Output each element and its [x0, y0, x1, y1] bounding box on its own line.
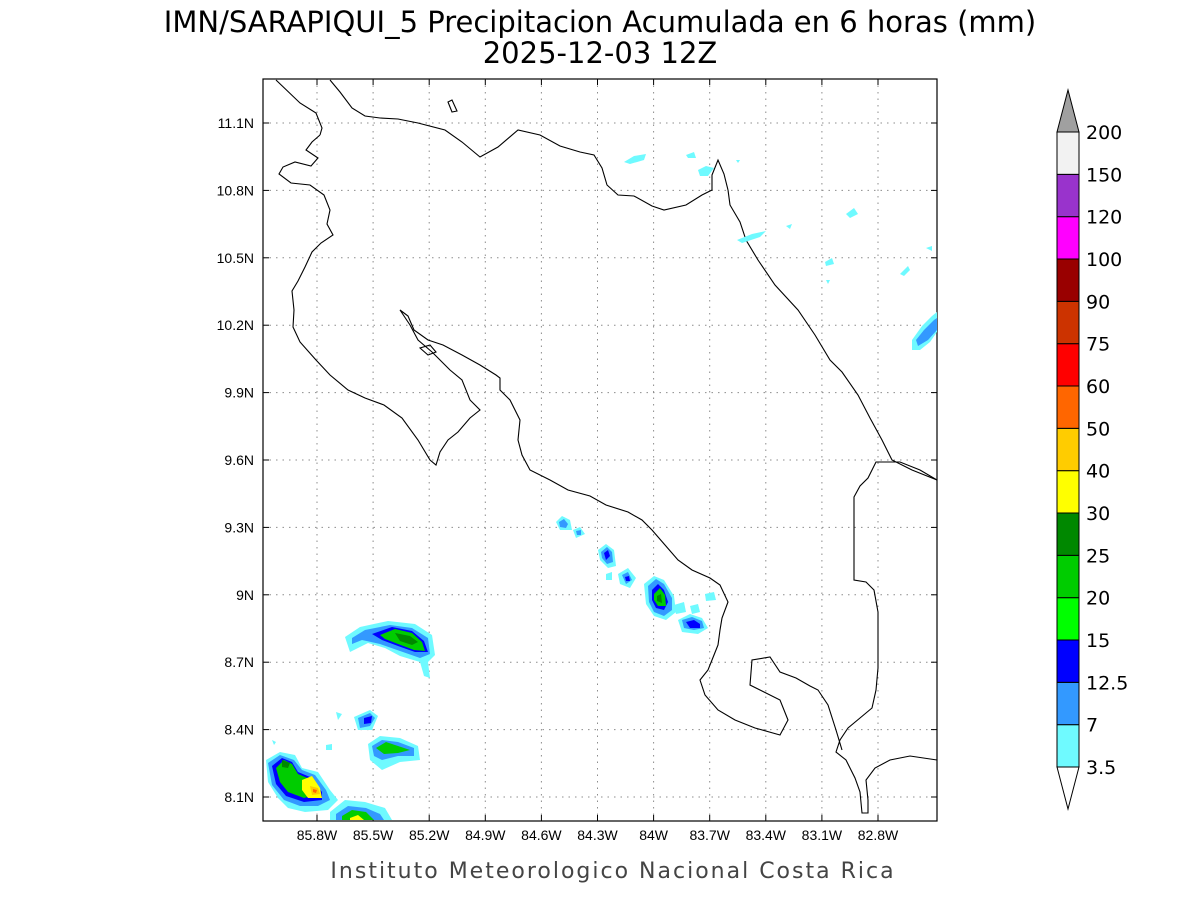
- lon-tick-label: 85.2W: [409, 827, 450, 843]
- colorbar-swatch: [1056, 216, 1080, 260]
- colorbar-level-label: 150: [1086, 164, 1122, 186]
- map-subtitle-date: 2025-12-03 12Z: [483, 36, 718, 70]
- precipitation-field: [266, 152, 937, 820]
- colorbar-level-label: 40: [1086, 461, 1110, 483]
- colorbar-level-label: 120: [1086, 207, 1122, 229]
- colorbar-level-label: 75: [1086, 334, 1110, 356]
- colorbar-swatch: [1056, 597, 1080, 641]
- lake-nicaragua-shore: [275, 79, 323, 136]
- lat-tick-label: 10.8N: [217, 182, 254, 198]
- latitude-labels: 11.1N 10.8N 10.5N 10.2N 9.9N 9.6N 9.3N 9N 8.7N 8.…: [217, 115, 254, 805]
- rain-cell-85-5w-8-0n: [330, 800, 392, 820]
- colorbar-swatch: [1056, 681, 1080, 726]
- lon-tick-label: 85.5W: [353, 827, 394, 843]
- colorbar-level-label: 15: [1086, 630, 1110, 652]
- graticule: [263, 79, 937, 821]
- rain-cell-85-8w-8-1n: [266, 740, 338, 812]
- lake-islet: [447, 99, 458, 113]
- colorbar-level-label: 50: [1086, 418, 1110, 440]
- lon-tick-label: 84.6W: [521, 827, 562, 843]
- lon-tick-label: 83.7W: [689, 827, 730, 843]
- colorbar-swatch: [1056, 258, 1080, 302]
- rain-cell-85-3w-8-3n: [326, 736, 420, 770]
- lon-tick-label: 84W: [639, 827, 669, 843]
- colorbar-level-label: 12.5: [1086, 672, 1128, 694]
- lat-tick-label: 9.3N: [224, 519, 254, 535]
- lat-tick-label: 11.1N: [218, 115, 254, 131]
- colorbar-swatch: [1056, 300, 1080, 345]
- colorbar-legend: 3.5 7 12.5 15 20 25 30 40 50 60 75 90 100 120 150 200: [1056, 88, 1128, 811]
- lat-tick-label: 10.5N: [217, 250, 254, 266]
- colorbar-swatch: [1056, 554, 1080, 599]
- map-frame: [262, 78, 938, 822]
- colorbar-swatch: [1056, 427, 1080, 472]
- colorbar-swatch: [1056, 343, 1080, 387]
- colorbar-swatch: [1056, 639, 1080, 683]
- panama-border: [835, 461, 938, 814]
- lon-tick-label: 83.1W: [802, 827, 843, 843]
- footer-credit: Instituto Meteorologico Nacional Costa R…: [330, 859, 895, 884]
- lat-tick-label: 9.9N: [224, 385, 254, 401]
- caribbean-coast: [727, 189, 938, 481]
- rain-cell-85-4w-8-4n: [336, 710, 378, 730]
- colorbar-level-label: 30: [1086, 503, 1110, 525]
- colorbar-swatch: [1056, 512, 1080, 556]
- lat-tick-label: 8.4N: [224, 722, 254, 738]
- lat-tick-label: 9N: [236, 587, 254, 603]
- colorbar-swatch: [1056, 724, 1080, 768]
- colorbar-level-label: 60: [1086, 376, 1110, 398]
- colorbar-swatch: [1056, 470, 1080, 514]
- gulf-island: [418, 344, 437, 356]
- lon-tick-label: 82.8W: [858, 827, 899, 843]
- colorbar-level-label: 7: [1086, 715, 1098, 737]
- lat-tick-label: 9.6N: [224, 452, 254, 468]
- coastline-and-borders: [275, 79, 938, 814]
- lon-tick-label: 84.9W: [465, 827, 506, 843]
- colorbar-over-arrow: [1056, 88, 1080, 133]
- lat-tick-label: 8.1N: [224, 789, 254, 805]
- colorbar-swatch: [1056, 131, 1080, 175]
- lat-tick-label: 10.2N: [217, 317, 254, 333]
- colorbar-level-label: 3.5: [1086, 757, 1116, 779]
- colorbar-under-arrow: [1056, 766, 1080, 811]
- longitude-labels: 85.8W 85.5W 85.2W 84.9W 84.6W 84.3W 84W 83.7W 83…: [297, 827, 899, 843]
- lat-tick-label: 8.7N: [224, 654, 254, 670]
- rain-cells-84-2w-9-2n: [556, 516, 636, 588]
- colorbar-level-label: 25: [1086, 545, 1110, 567]
- colorbar-level-label: 100: [1086, 249, 1122, 271]
- rain-cell-85-3w-8-8n: [345, 621, 435, 678]
- colorbar-level-label: 90: [1086, 291, 1110, 313]
- colorbar-level-label: 200: [1086, 122, 1122, 144]
- colorbar-level-label: 20: [1086, 588, 1110, 610]
- map-plot-area: 11.1N 10.8N 10.5N 10.2N 9.9N 9.6N 9.3N 9N 8.7N 8.…: [217, 78, 938, 843]
- pacific-coast-north: [278, 134, 843, 751]
- rain-cells-caribbean: [624, 152, 937, 350]
- map-title: IMN/SARAPIQUI_5 Precipitacion Acumulada …: [164, 5, 1036, 39]
- north-border-line: [329, 79, 729, 211]
- colorbar-swatch: [1056, 173, 1080, 218]
- lon-tick-label: 83.4W: [746, 827, 787, 843]
- lon-tick-label: 85.8W: [297, 827, 338, 843]
- colorbar-swatch: [1056, 385, 1080, 429]
- lon-tick-label: 84.3W: [577, 827, 618, 843]
- rain-cells-83-9w-8-9n: [644, 576, 716, 634]
